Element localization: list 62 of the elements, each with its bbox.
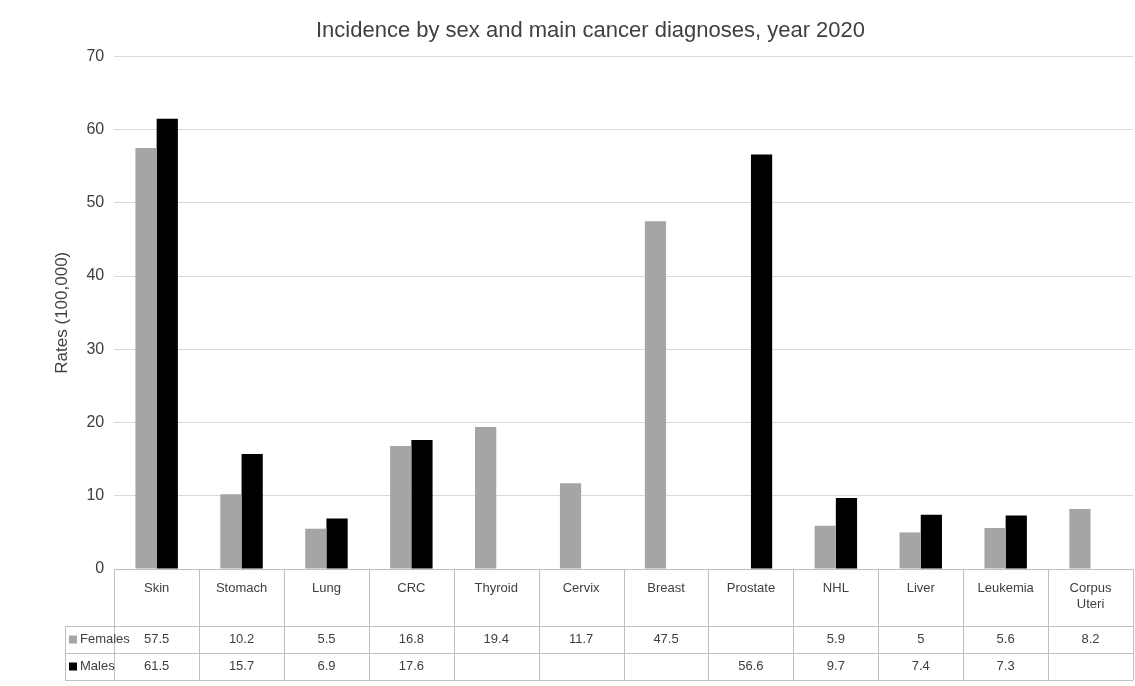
data-label: 57.5 [143, 631, 170, 647]
y-tick-label: 20 [86, 412, 105, 430]
data-label: 6.9 [317, 658, 336, 674]
data-label: 7.4 [911, 658, 930, 674]
data-label: 11.7 [568, 631, 594, 647]
bar [1005, 515, 1027, 569]
x-tick-label: Stomach [215, 580, 268, 596]
bar [305, 528, 327, 569]
data-label: 19.4 [483, 631, 509, 647]
bar [135, 147, 157, 569]
data-label: 5.5 [317, 631, 336, 647]
x-tick-label: Breast [647, 580, 686, 596]
bar [835, 497, 858, 569]
data-label: 5 [917, 631, 925, 647]
bar [750, 154, 773, 569]
bar [220, 494, 242, 569]
data-label: 16.8 [398, 631, 424, 647]
y-tick-label: 60 [86, 120, 105, 138]
bar [814, 525, 836, 569]
bar [920, 514, 942, 569]
legend-label: Females [80, 631, 131, 647]
y-tick-label: 10 [86, 486, 105, 504]
x-tick-label: Corpus Uteri [1069, 580, 1112, 611]
x-tick-label: Leukemia [977, 580, 1035, 596]
data-label: 17.6 [398, 658, 424, 674]
x-tick-label: CRC [397, 580, 426, 596]
x-tick-label: Lung [311, 580, 341, 596]
bar [984, 527, 1006, 569]
y-tick-label: 30 [86, 339, 105, 357]
y-tick-label: 40 [86, 266, 105, 284]
x-tick-label: NHL [822, 580, 849, 596]
data-label: 15.7 [228, 658, 255, 674]
chart-title: Incidence by sex and main cancer diagnoses, year 2020 [315, 17, 866, 43]
bar [390, 445, 412, 569]
x-tick-label: Liver [906, 580, 936, 596]
data-label: 8.2 [1081, 631, 1100, 647]
data-label: 7.3 [996, 658, 1015, 674]
data-label: 61.5 [143, 658, 170, 674]
legend-label: Males [80, 658, 116, 674]
y-tick-label: 70 [86, 46, 105, 64]
data-label: 47.5 [653, 631, 679, 647]
bar [326, 518, 348, 569]
bar [411, 440, 433, 569]
x-tick-label: Skin [144, 580, 170, 596]
bar [559, 483, 582, 569]
bar [156, 118, 178, 569]
bar [241, 454, 263, 569]
data-label: 56.6 [738, 658, 764, 674]
y-tick-label: 50 [86, 193, 105, 211]
x-tick-label: Prostate [726, 580, 776, 596]
bar [475, 426, 497, 569]
x-tick-label: Thyroid [474, 580, 518, 596]
data-label: 9.7 [826, 658, 845, 674]
data-label: 5.9 [826, 631, 845, 647]
bar [1069, 508, 1091, 569]
data-label: 10.2 [228, 631, 255, 647]
y-axis-title: Rates (100,000) [51, 251, 71, 374]
bar [644, 221, 667, 569]
bar [899, 532, 921, 569]
x-tick-label: Cervix [562, 580, 601, 596]
y-tick-label: 0 [95, 559, 105, 577]
data-label: 5.6 [996, 631, 1015, 647]
